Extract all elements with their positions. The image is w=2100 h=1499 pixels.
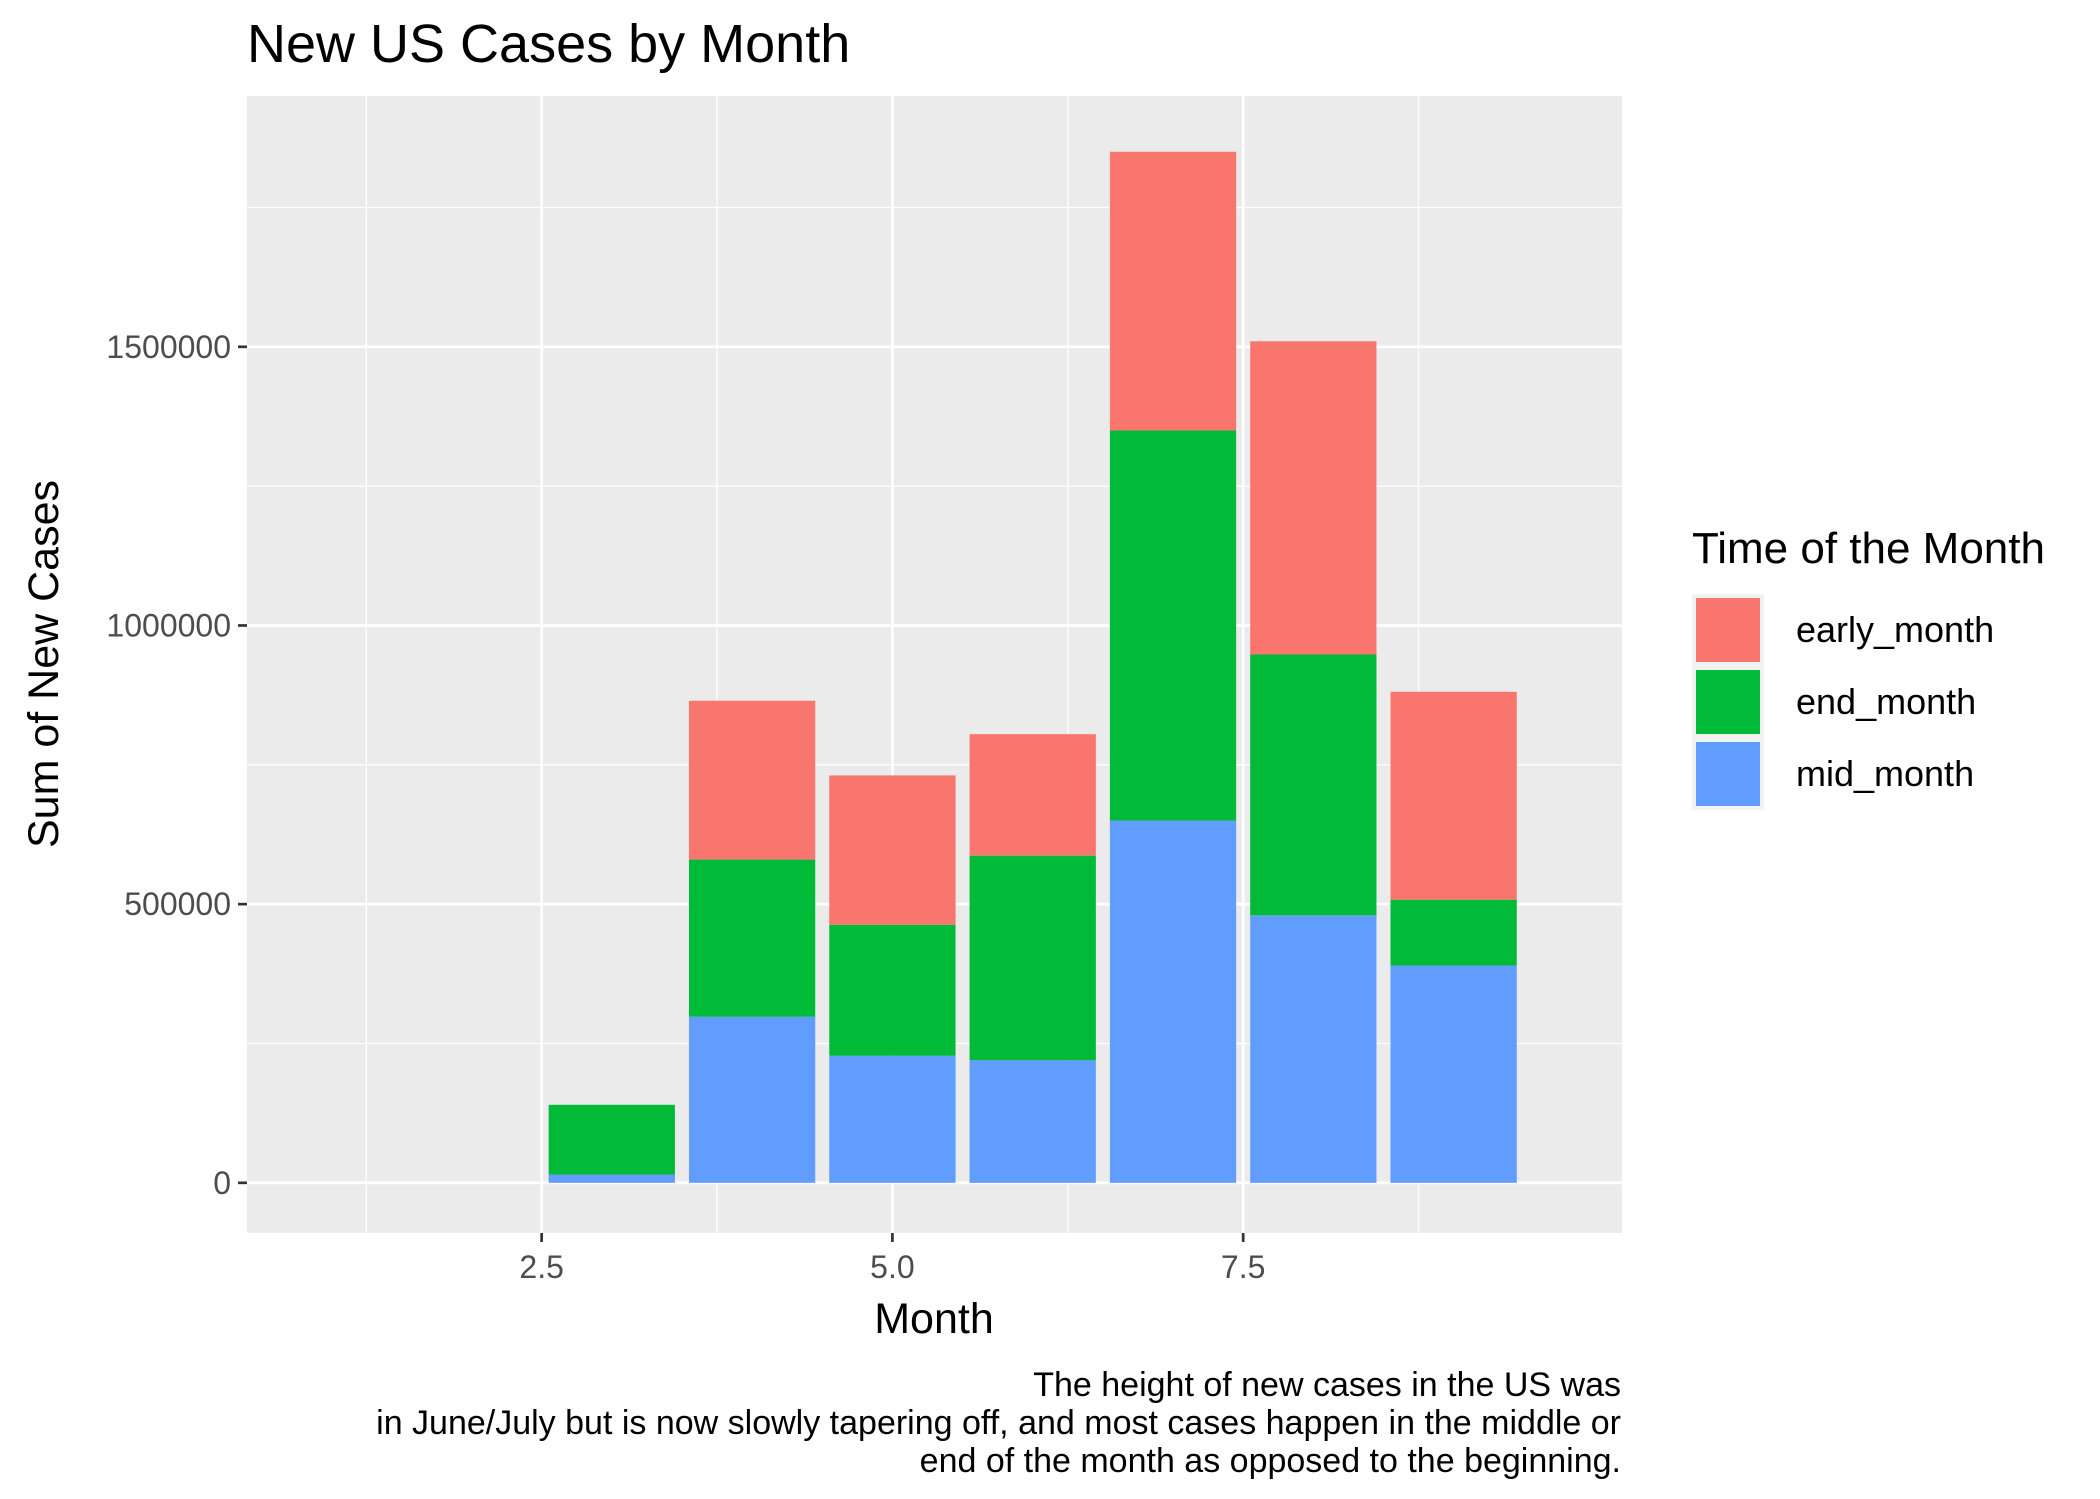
bar-mid_month-month-9 (1390, 965, 1517, 1183)
legend: Time of the Month early_month end_monthmi… (1692, 524, 2045, 810)
y-tick-label: 1000000 (106, 607, 231, 643)
bar-early_month-month-8 (1250, 341, 1377, 655)
legend-label-mid_month: mid_month (1796, 753, 1974, 794)
bar-early_month-month-9 (1390, 691, 1517, 900)
y-tick-label: 0 (213, 1165, 231, 1201)
bar-end_month-month-9 (1390, 899, 1517, 966)
y-tick-label: 500000 (124, 886, 231, 922)
bar-mid_month-month-5 (829, 1055, 956, 1183)
bar-mid_month-month-6 (969, 1060, 1096, 1183)
caption: The height of new cases in the US was in… (376, 1366, 1621, 1480)
legend-label-end_month: end_month (1796, 681, 1976, 722)
x-tick-label: 7.5 (1221, 1249, 1265, 1285)
x-tick-label: 5.0 (870, 1249, 914, 1285)
y-tick-label: 1500000 (106, 329, 231, 365)
legend-key-end_month (1696, 670, 1760, 734)
bar-early_month-month-5 (829, 775, 956, 925)
bar-early_month-month-7 (1109, 151, 1237, 431)
caption-line-1: The height of new cases in the US was (1033, 1366, 1621, 1404)
legend-key-mid_month (1696, 742, 1760, 806)
y-axis-title: Sum of New Cases (20, 480, 68, 848)
bar-mid_month-month-8 (1250, 915, 1377, 1183)
bar-mid_month-month-4 (688, 1016, 816, 1183)
x-axis-title: Month (874, 1295, 994, 1343)
bar-end_month-month-7 (1109, 430, 1237, 821)
legend-label-early_month: early_month (1796, 609, 1994, 650)
caption-line-3: end of the month as opposed to the begin… (920, 1442, 1621, 1480)
bar-end_month-month-6 (969, 855, 1096, 1061)
bar-end_month-month-5 (829, 924, 956, 1056)
legend-items: early_month end_month mid_month (1692, 594, 1994, 810)
legend-key-early_month (1696, 598, 1760, 662)
bar-mid_month-month-3 (548, 1174, 675, 1183)
bars (548, 151, 1517, 1183)
bar-end_month-month-3 (548, 1104, 675, 1175)
axis-ticks: 2.5 5.0 7.5 0 500000 1000000 1500000 (106, 329, 1265, 1285)
chart-title: New US Cases by Month (247, 14, 850, 74)
caption-line-2: in June/July but is now slowly tapering … (376, 1404, 1621, 1442)
bar-early_month-month-4 (688, 700, 816, 860)
x-tick-label: 2.5 (519, 1249, 563, 1285)
bar-end_month-month-4 (688, 859, 816, 1017)
bar-early_month-month-6 (969, 734, 1096, 856)
legend-title: Time of the Month (1692, 524, 2045, 573)
bar-end_month-month-8 (1250, 654, 1377, 916)
bar-mid_month-month-7 (1109, 820, 1237, 1183)
